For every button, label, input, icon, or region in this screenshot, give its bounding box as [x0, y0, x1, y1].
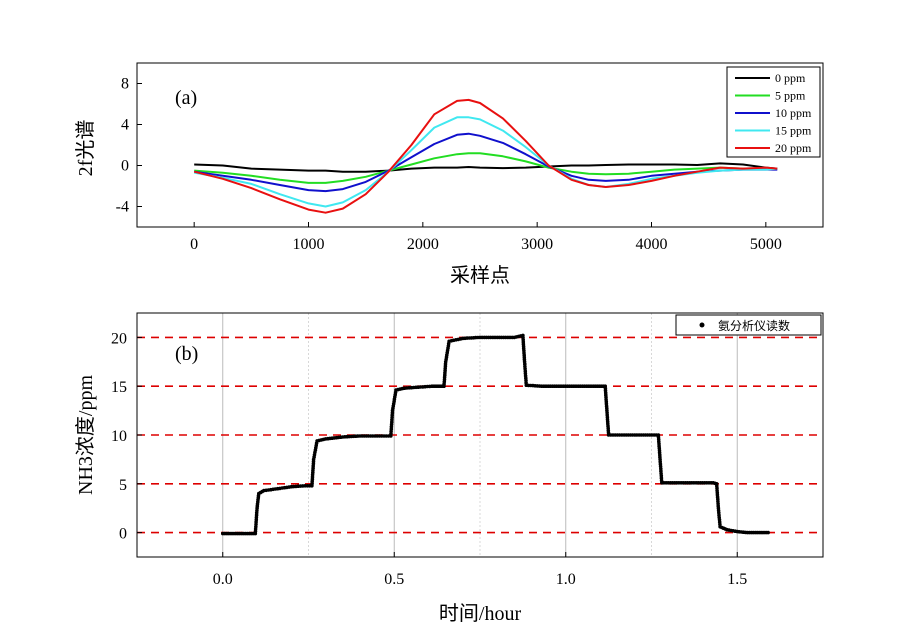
x-tick-label: 0 — [190, 236, 198, 253]
x-tick-label: 3000 — [521, 236, 553, 253]
legend-entry: 10 ppm — [775, 106, 812, 120]
panel-b-y-axis: 0 5 10 15 20 — [111, 330, 142, 543]
series-line-5-ppm — [194, 152, 778, 184]
x-tick-label: 2000 — [407, 236, 439, 253]
panel-b-legend-marker — [699, 322, 705, 328]
x-tick-label: 0.0 — [213, 571, 233, 588]
x-tick-label: 0.5 — [384, 571, 404, 588]
x-tick-label: 1.0 — [556, 571, 576, 588]
series-line-15-ppm — [194, 116, 778, 208]
panel-a-series-group — [193, 98, 778, 214]
panel-a-legend: 0 ppm 5 ppm 10 ppm 15 ppm 20 ppm — [726, 66, 821, 158]
panel-a-legend-items: 0 ppm 5 ppm 10 ppm 15 ppm 20 ppm — [735, 71, 812, 155]
y-tick-label: 8 — [121, 76, 129, 93]
panel-b-legend-box — [675, 314, 822, 336]
x-tick-label: 1.5 — [727, 571, 747, 588]
panel-b-x-axis: 0.0 0.5 1.0 1.5 — [213, 552, 747, 588]
panel-b-legend: 氨分析仪读数 — [675, 314, 822, 336]
series-line-0-ppm — [194, 162, 778, 173]
panel-a-y-axis-title: 2f光谱 — [74, 120, 97, 177]
panel-b: 0.0 0.5 1.0 1.5 0 5 10 15 20 (b) 时间/hour NH3浓度/… — [74, 312, 824, 625]
x-tick-label: 1000 — [293, 236, 325, 253]
panel-b-legend-label: 氨分析仪读数 — [718, 318, 790, 333]
y-tick-label: 0 — [121, 158, 129, 175]
data-point — [766, 530, 770, 535]
panel-b-series-group — [221, 333, 770, 536]
y-tick-label: 0 — [119, 526, 127, 543]
panel-a-x-axis-title: 采样点 — [450, 264, 510, 287]
panel-a-plot-frame — [136, 62, 824, 228]
panel-b-label: (b) — [175, 343, 198, 365]
panel-a-y-axis: -4 0 4 8 — [116, 76, 142, 216]
y-tick-label: 20 — [111, 330, 127, 347]
legend-entry: 20 ppm — [775, 141, 812, 155]
legend-entry: 15 ppm — [775, 124, 812, 138]
legend-entry: 0 ppm — [775, 71, 806, 85]
series-line-10-ppm — [194, 132, 778, 193]
y-tick-label: 4 — [121, 117, 129, 134]
panel-b-y-axis-title: NH3浓度/ppm — [74, 375, 97, 495]
panel-a: 0 1000 2000 3000 4000 5000 -4 0 4 8 (a) 采样点 2f光谱… — [74, 62, 824, 287]
series-line-20-ppm — [193, 98, 778, 214]
x-tick-label: 4000 — [636, 236, 668, 253]
panel-a-label: (a) — [175, 87, 197, 109]
y-tick-label: -4 — [116, 199, 129, 216]
y-tick-label: 5 — [119, 477, 127, 494]
panel-a-x-axis: 0 1000 2000 3000 4000 5000 — [190, 222, 782, 253]
legend-entry: 5 ppm — [775, 89, 806, 103]
y-tick-label: 10 — [111, 428, 127, 445]
y-tick-label: 15 — [111, 379, 127, 396]
x-tick-label: 5000 — [750, 236, 782, 253]
panel-b-x-axis-title: 时间/hour — [439, 602, 522, 625]
